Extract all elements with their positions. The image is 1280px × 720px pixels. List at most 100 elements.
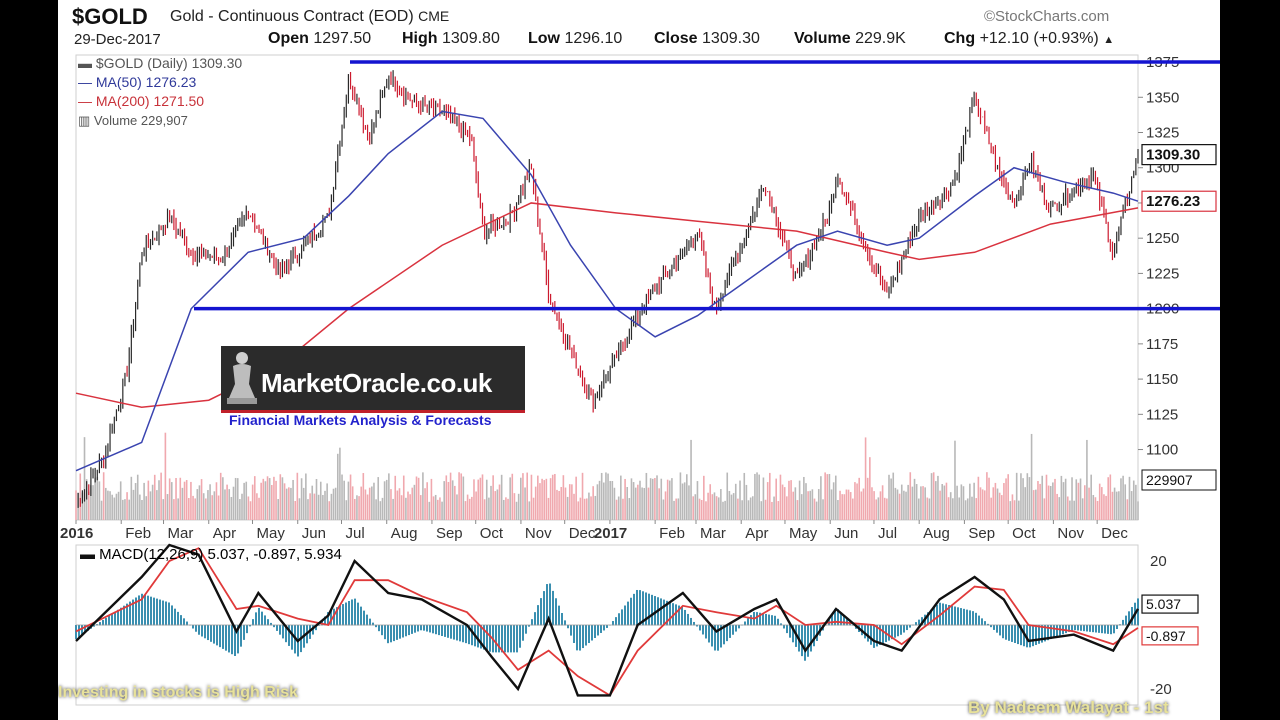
macd-histogram-bar xyxy=(690,617,692,626)
macd-histogram-bar xyxy=(888,625,890,641)
macd-histogram-bar xyxy=(516,625,518,653)
volume-bar xyxy=(134,483,137,520)
volume-bar xyxy=(1007,474,1009,520)
volume-bar xyxy=(994,482,997,520)
macd-histogram-bar xyxy=(372,622,374,626)
volume-bar xyxy=(547,497,550,520)
macd-histogram-bar xyxy=(546,584,548,626)
macd-histogram-bar xyxy=(78,625,80,637)
macd-histogram-bar xyxy=(1020,625,1022,646)
macd-histogram-bar xyxy=(903,625,905,633)
volume-bar xyxy=(411,487,414,520)
volume-bar xyxy=(430,478,433,520)
volume-bar xyxy=(911,486,914,520)
macd-histogram-bar xyxy=(195,625,197,632)
macd-histogram-bar xyxy=(150,596,152,626)
macd-histogram-bar xyxy=(324,616,326,626)
macd-histogram-bar xyxy=(624,605,626,626)
volume-bar xyxy=(292,479,294,520)
volume-bar xyxy=(566,496,569,520)
macd-histogram-bar xyxy=(627,601,629,626)
macd-histogram-bar xyxy=(102,620,104,626)
volume-tag: 229907 xyxy=(1146,472,1193,488)
volume-bar xyxy=(726,472,729,520)
volume-bar xyxy=(977,476,980,520)
volume-bar xyxy=(1122,475,1124,520)
volume-bar xyxy=(715,496,718,520)
volume-bar xyxy=(837,500,839,520)
macd-histogram-bar xyxy=(273,625,275,628)
volume-bar xyxy=(230,496,233,520)
volume-bar xyxy=(305,473,307,520)
volume-bar xyxy=(947,497,950,520)
quote-change: Chg +12.10 (+0.93%) ▲ xyxy=(944,30,1115,47)
volume-bar xyxy=(273,476,275,520)
macd-histogram-bar xyxy=(519,625,521,648)
quote-high: High 1309.80 xyxy=(402,30,500,47)
macd-histogram-bar xyxy=(282,625,284,639)
volume-bar xyxy=(1113,487,1116,520)
volume-bar xyxy=(856,483,858,520)
volume-bar xyxy=(1062,482,1065,520)
volume-bar xyxy=(424,488,426,520)
volume-bar xyxy=(471,496,473,520)
macd-histogram-bar xyxy=(363,610,365,626)
macd-histogram-bar xyxy=(675,604,677,626)
volume-bar xyxy=(1045,474,1048,520)
volume-bar xyxy=(228,489,231,520)
ma50-value-tag: 1276.23 xyxy=(1146,193,1200,210)
volume-bar xyxy=(656,475,658,520)
volume-bar xyxy=(115,493,118,520)
macd-histogram-bar xyxy=(966,609,968,626)
macd-histogram-bar xyxy=(75,625,77,639)
macd-histogram-bar xyxy=(984,621,986,626)
volume-bar xyxy=(1081,498,1084,520)
volume-bar xyxy=(277,499,279,520)
volume-bar xyxy=(332,488,335,520)
macd-histogram-bar xyxy=(261,611,263,626)
legend-ma200: — MA(200) 1271.50 xyxy=(78,93,205,109)
volume-bar xyxy=(1064,478,1067,520)
macd-histogram-bar xyxy=(1095,625,1097,633)
macd-histogram-bar xyxy=(1116,625,1118,630)
macd-histogram-bar xyxy=(786,625,788,634)
macd-histogram-bar xyxy=(789,625,791,638)
macd-histogram-bar xyxy=(813,625,815,647)
volume-bar xyxy=(717,497,720,520)
macd-histogram-bar xyxy=(354,598,356,626)
volume-bar xyxy=(754,473,756,520)
x-axis-label: Mar xyxy=(700,525,726,542)
volume-bar xyxy=(243,482,245,520)
volume-bar xyxy=(345,500,348,520)
macd-histogram-bar xyxy=(597,625,599,636)
macd-histogram-bar xyxy=(408,625,410,636)
volume-bar xyxy=(507,498,509,520)
volume-bar xyxy=(262,478,265,520)
volume-bar xyxy=(190,481,192,520)
volume-bar xyxy=(1073,500,1075,520)
volume-bar xyxy=(513,493,516,520)
volume-bar xyxy=(792,491,795,520)
volume-bar xyxy=(1049,486,1052,520)
volume-bar xyxy=(817,489,820,520)
volume-bar xyxy=(617,496,620,520)
macd-histogram-bar xyxy=(579,625,581,651)
macd-histogram-bar xyxy=(708,625,710,643)
volume-bar xyxy=(87,491,90,520)
macd-histogram-bar xyxy=(867,625,869,642)
legend-ma50: — MA(50) 1276.23 xyxy=(78,74,197,90)
macd-histogram-bar xyxy=(564,620,566,626)
volume-bar xyxy=(132,489,135,520)
volume-bar xyxy=(890,478,892,520)
macd-histogram-bar xyxy=(894,625,896,638)
volume-bar xyxy=(571,484,573,520)
volume-bar xyxy=(124,499,126,520)
volume-bar xyxy=(166,494,169,520)
x-axis-label: 2017 xyxy=(594,525,627,542)
volume-bar xyxy=(777,501,780,520)
macd-histogram-bar xyxy=(696,625,698,627)
macd-histogram-bar xyxy=(1122,619,1124,626)
volume-bar xyxy=(958,497,961,520)
macd-histogram-bar xyxy=(588,625,590,644)
macd-histogram-bar xyxy=(465,625,467,644)
